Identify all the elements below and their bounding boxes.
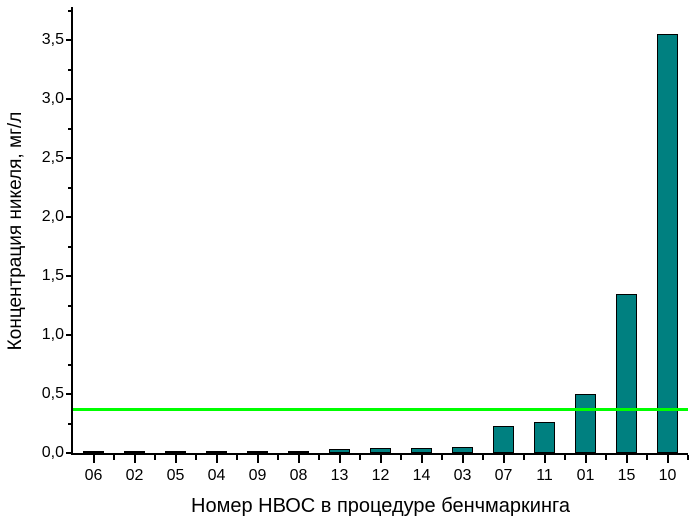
y-major-tick — [66, 98, 72, 100]
y-minor-tick — [68, 68, 72, 71]
x-tick-label: 08 — [289, 467, 308, 484]
x-axis-title: Номер НВОС в процедуре бенчмаркинга — [191, 495, 570, 517]
x-major-tick — [256, 455, 259, 463]
y-minor-tick — [68, 422, 72, 425]
x-tick-label: 06 — [84, 467, 103, 484]
reference-line — [73, 408, 688, 412]
x-major-tick — [338, 455, 341, 463]
y-tick-label: 0,5 — [41, 385, 64, 402]
bar — [534, 422, 555, 453]
x-minor-tick — [318, 455, 320, 460]
bar — [247, 451, 268, 453]
x-minor-tick — [441, 455, 443, 460]
y-minor-tick — [68, 127, 72, 130]
bar — [452, 447, 473, 453]
y-tick-label: 3,0 — [41, 90, 64, 107]
y-major-tick — [66, 452, 72, 454]
x-tick-label: 10 — [658, 467, 677, 484]
y-tick-label: 1,0 — [41, 326, 64, 343]
x-tick-label: 15 — [617, 467, 636, 484]
x-minor-tick — [646, 455, 648, 460]
y-minor-tick — [68, 245, 72, 248]
y-major-tick — [66, 275, 72, 277]
x-major-tick — [502, 455, 505, 463]
x-tick-label: 11 — [536, 467, 553, 484]
x-major-tick — [543, 455, 546, 463]
x-tick-label: 05 — [166, 467, 185, 484]
y-major-tick — [66, 334, 72, 336]
x-major-tick — [174, 455, 177, 463]
x-minor-tick — [605, 455, 607, 460]
bar — [124, 451, 145, 453]
bar — [206, 451, 227, 453]
x-axis — [71, 453, 688, 455]
x-tick-label: 04 — [207, 467, 226, 484]
x-tick-label: 09 — [248, 467, 267, 484]
y-tick-label: 0,0 — [41, 444, 64, 461]
x-minor-tick — [564, 455, 566, 460]
x-minor-tick — [277, 455, 279, 460]
y-major-tick — [66, 216, 72, 218]
x-minor-tick — [359, 455, 361, 460]
y-minor-tick — [68, 304, 72, 307]
y-tick-label: 2,5 — [41, 149, 64, 166]
x-major-tick — [666, 455, 669, 463]
bar — [657, 34, 678, 453]
y-major-tick — [66, 39, 72, 41]
x-minor-tick — [236, 455, 238, 460]
y-major-tick — [66, 393, 72, 395]
x-minor-tick — [154, 455, 156, 460]
x-major-tick — [133, 455, 136, 463]
y-tick-label: 1,5 — [41, 267, 64, 284]
y-tick-label: 2,0 — [41, 208, 64, 225]
x-major-tick — [215, 455, 218, 463]
x-minor-tick — [400, 455, 402, 460]
x-tick-label: 01 — [576, 467, 595, 484]
x-tick-label: 13 — [330, 467, 349, 484]
bar — [83, 451, 104, 453]
x-minor-tick — [523, 455, 525, 460]
bar — [575, 394, 596, 453]
bar — [411, 448, 432, 453]
x-minor-tick — [113, 455, 115, 460]
y-axis — [71, 7, 73, 455]
bar — [616, 294, 637, 453]
bar — [370, 448, 391, 453]
y-tick-label: 3,5 — [41, 31, 64, 48]
x-major-tick — [420, 455, 423, 463]
x-major-tick — [297, 455, 300, 463]
x-tick-label: 14 — [412, 467, 431, 484]
y-minor-tick — [68, 9, 72, 12]
y-minor-tick — [68, 186, 72, 189]
bar — [288, 451, 309, 453]
x-minor-tick — [482, 455, 484, 460]
x-major-tick — [461, 455, 464, 463]
x-tick-label: 07 — [494, 467, 513, 484]
y-major-tick — [66, 157, 72, 159]
x-major-tick — [92, 455, 95, 463]
x-minor-tick — [687, 455, 689, 460]
x-major-tick — [584, 455, 587, 463]
x-minor-tick — [195, 455, 197, 460]
bar — [329, 449, 350, 453]
x-tick-label: 02 — [125, 467, 144, 484]
bar — [165, 451, 186, 453]
x-tick-label: 12 — [371, 467, 390, 484]
y-minor-tick — [68, 363, 72, 366]
x-major-tick — [379, 455, 382, 463]
x-tick-label: 03 — [453, 467, 472, 484]
bar — [493, 426, 514, 453]
x-major-tick — [625, 455, 628, 463]
